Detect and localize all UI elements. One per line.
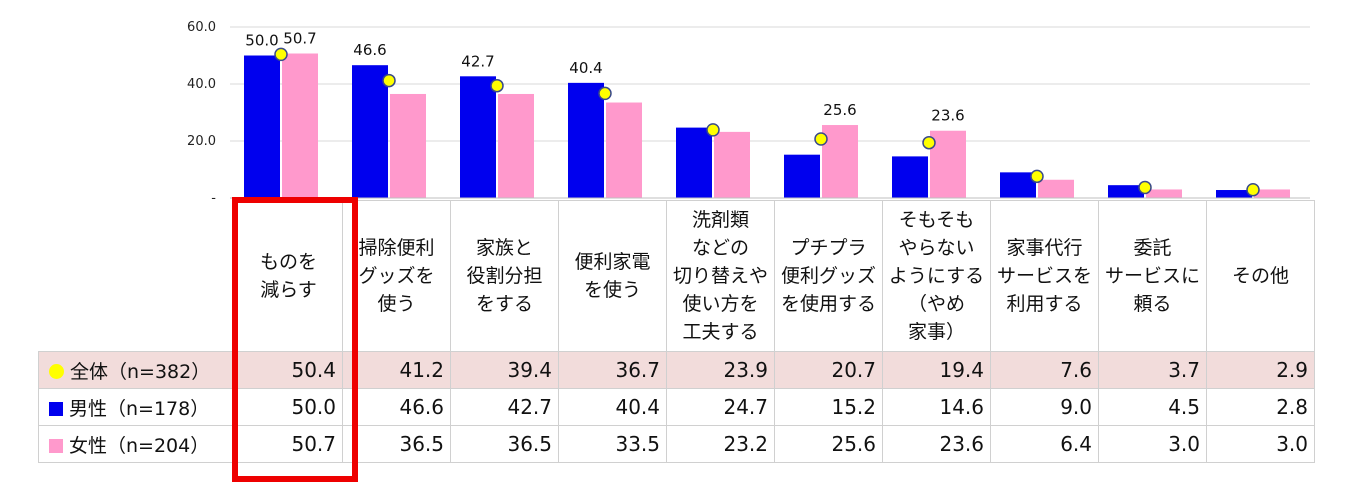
table-cell: 50.7 [234,425,343,463]
bar-female [822,125,858,198]
table-cell: 39.4 [450,351,559,389]
table-cell: 33.5 [558,425,667,463]
series-name: 男性（n=178） [69,397,210,420]
series-label: 女性（n=204） [38,425,235,463]
table-cell: 50.4 [234,351,343,389]
table-cell: 36.7 [558,351,667,389]
data-label: 40.4 [569,59,602,77]
table-cell: 3.7 [1098,351,1207,389]
bar-female [1146,189,1182,198]
bar-female [930,130,966,198]
table-cell: 23.6 [882,425,991,463]
bar-male [676,127,712,198]
table-row: 女性（n=204） 50.7 36.5 36.5 33.5 23.2 25.6 23.6 6.4… [38,425,1315,463]
table-cell: 19.4 [882,351,991,389]
marker-overall [922,135,936,150]
bar-female [714,131,750,198]
bar-male [460,76,496,198]
table-cell: 3.0 [1098,425,1207,463]
table-cell: 14.6 [882,388,991,426]
series-label: 男性（n=178） [38,388,235,426]
table-cell: 42.7 [450,388,559,426]
table-cell: 40.4 [558,388,667,426]
table-cell: 23.9 [666,351,775,389]
marker-overall [1030,169,1044,184]
category-label: そもそも やらない ようにする （やめ 家事） [882,200,991,352]
table-cell: 36.5 [342,425,451,463]
table-cell: 3.0 [1206,425,1315,463]
bar-female [1038,179,1074,198]
marker-overall [490,78,504,93]
table-cell: 4.5 [1098,388,1207,426]
bar-female [282,53,318,198]
bar-male [1108,185,1144,198]
category-label: 家族と 役割分担 をする [450,200,559,352]
data-label: 46.6 [353,41,386,59]
marker-overall [1246,182,1260,197]
category-label: 家事代行 サービスを 利用する [990,200,1099,352]
bar-female [1254,189,1290,198]
bar-female [390,93,426,198]
legend-swatch [49,363,64,379]
legend-swatch [49,401,63,416]
data-label: 42.7 [461,52,494,70]
category-header-row: ものを 減らす 掃除便利 グッズを 使う 家族と 役割分担 をする 便利家電 を使う洗… [38,200,1315,352]
y-tick-label: 20.0 [187,134,216,149]
bar-male [568,82,604,198]
category-label: ものを 減らす [234,200,343,352]
bar-female [498,93,534,198]
y-tick-label: - [211,191,216,205]
category-label: 便利家電 を使う [558,200,667,352]
table-cell: 41.2 [342,351,451,389]
marker-overall [1138,180,1152,195]
table-cell: 36.5 [450,425,559,463]
marker-overall [274,47,288,62]
bar-male [784,154,820,198]
marker-overall [598,86,612,101]
table-cell: 50.0 [234,388,343,426]
category-label: 掃除便利 グッズを 使う [342,200,451,352]
series-label: 全体（n=382） [38,351,235,389]
bar-male [244,55,280,198]
bar-female [606,102,642,198]
table-cell: 9.0 [990,388,1099,426]
bar-male [1216,190,1252,198]
data-label: 25.6 [823,101,856,119]
bar-chart: 60.0 40.0 20.0 - 50.0 50.7 46.6 42.7 40.4 25.6 23.… [187,20,1310,205]
table-cell: 20.7 [774,351,883,389]
table-cell: 46.6 [342,388,451,426]
table-corner [38,200,235,352]
table-cell: 25.6 [774,425,883,463]
marker-overall [382,73,396,88]
bar-male [352,65,388,198]
table-row: 全体（n=382） 50.4 41.2 39.4 36.7 23.9 20.7 19.4 7.6… [38,351,1315,389]
table-cell: 15.2 [774,388,883,426]
bar-male [1000,172,1036,198]
data-label: 50.0 [245,32,278,50]
table-cell: 7.6 [990,351,1099,389]
data-table: ものを 減らす 掃除便利 グッズを 使う 家族と 役割分担 をする 便利家電 を使う洗… [38,200,1315,463]
marker-overall [814,132,828,146]
category-label: 洗剤類 などの 切り替えや 使い方を 工夫する [666,200,775,352]
category-label: プチプラ 便利グッズ を使用する [774,200,883,352]
data-label: 23.6 [931,107,964,125]
table-cell: 2.8 [1206,388,1315,426]
category-label: その他 [1206,200,1315,352]
data-label: 50.7 [283,30,316,48]
table-cell: 2.9 [1206,351,1315,389]
table-cell: 23.2 [666,425,775,463]
y-tick-label: 60.0 [187,20,216,35]
series-name: 全体（n=382） [70,360,211,383]
marker-overall [706,123,720,137]
legend-swatch [49,438,63,453]
series-name: 女性（n=204） [69,434,210,457]
table-cell: 6.4 [990,425,1099,463]
category-label: 委託 サービスに 頼る [1098,200,1207,352]
y-tick-label: 40.0 [187,77,216,92]
table-cell: 24.7 [666,388,775,426]
table-row: 男性（n=178） 50.0 46.6 42.7 40.4 24.7 15.2 14.6 9.0… [38,388,1315,426]
bar-male [892,156,928,198]
